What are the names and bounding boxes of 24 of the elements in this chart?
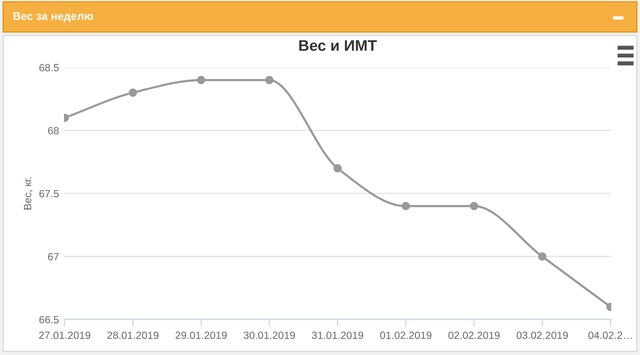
point (128, 88, 138, 97)
point (402, 202, 410, 210)
x-tick-label: 30.01.2019 (244, 332, 295, 339)
y-axis-title: Вес, кг. (24, 178, 32, 210)
point (333, 164, 342, 172)
y-tick-label: 68.5 (39, 64, 59, 72)
point (470, 202, 478, 210)
point (196, 76, 206, 84)
text: Вес за неделю (14, 12, 93, 22)
y-tick-label: 67 (48, 252, 59, 260)
x-tick-label: 04.02.2… (588, 332, 632, 339)
x-tick-label: 02.02.2019 (448, 332, 500, 339)
y-tick-label: 66.5 (39, 316, 59, 324)
chart-title: Вес и ИМТ (299, 40, 377, 51)
x-tick-label: 31.01.2019 (312, 332, 364, 339)
x-tick-label: 03.02.2019 (516, 332, 568, 339)
x-tick-label: 29.01.2019 (176, 332, 227, 339)
y-tick-label: 67.5 (39, 190, 59, 198)
x-tick-label: 01.02.2019 (380, 332, 432, 339)
x-tick-label: 27.01.2019 (39, 332, 90, 339)
point (538, 252, 546, 261)
x-tick-label: 28.01.2019 (107, 332, 158, 339)
point (265, 76, 274, 84)
y-tick-label: 68 (48, 126, 59, 134)
